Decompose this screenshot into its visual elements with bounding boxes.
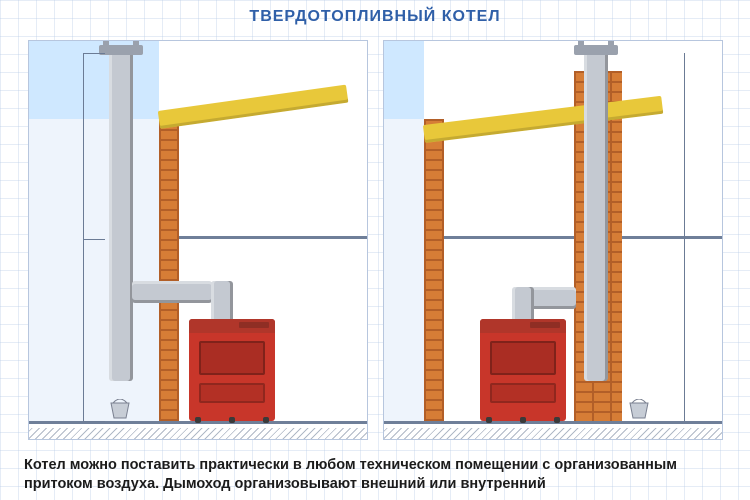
boiler-legs — [486, 417, 560, 423]
chimney-cap-icon — [99, 45, 143, 55]
roof-beam — [157, 85, 348, 129]
boiler-control-panel — [530, 322, 560, 328]
chimney-pipe — [109, 49, 133, 381]
ash-bucket-icon — [628, 399, 650, 419]
brick-wall — [159, 119, 179, 421]
boiler-unit — [480, 319, 566, 421]
diagram-title: ТВЕРДОТОПЛИВНЫЙ КОТЕЛ — [0, 8, 750, 26]
dimension-line — [83, 53, 84, 421]
boiler-door-lower — [490, 383, 556, 403]
panel-internal-chimney — [383, 40, 723, 440]
boiler-legs — [195, 417, 269, 423]
chimney-cap-icon — [574, 45, 618, 55]
flue-horizontal — [132, 281, 212, 303]
diagram-area — [20, 40, 730, 440]
dimension-line — [684, 53, 685, 421]
dimension-line — [83, 421, 105, 422]
boiler-unit — [189, 319, 275, 421]
dimension-line — [83, 53, 105, 54]
outdoor-sky — [29, 41, 159, 421]
boiler-control-panel — [239, 322, 269, 328]
caption-text: Котел можно поставить практически в любо… — [24, 456, 726, 494]
boiler-door-upper — [490, 341, 556, 375]
dimension-line — [83, 239, 105, 240]
page-root: ТВЕРДОТОПЛИВНЫЙ КОТЕЛ — [0, 0, 750, 500]
panel-external-chimney — [28, 40, 368, 440]
boiler-door-upper — [199, 341, 265, 375]
boiler-door-lower — [199, 383, 265, 403]
ground-hatch — [29, 428, 367, 439]
ground-hatch — [384, 428, 722, 439]
brick-wall — [424, 119, 444, 421]
roof-beam — [422, 96, 662, 143]
ceiling-line — [179, 236, 367, 239]
ash-bucket-icon — [109, 399, 131, 419]
outdoor-sky — [384, 41, 424, 421]
chimney-pipe — [584, 49, 608, 381]
